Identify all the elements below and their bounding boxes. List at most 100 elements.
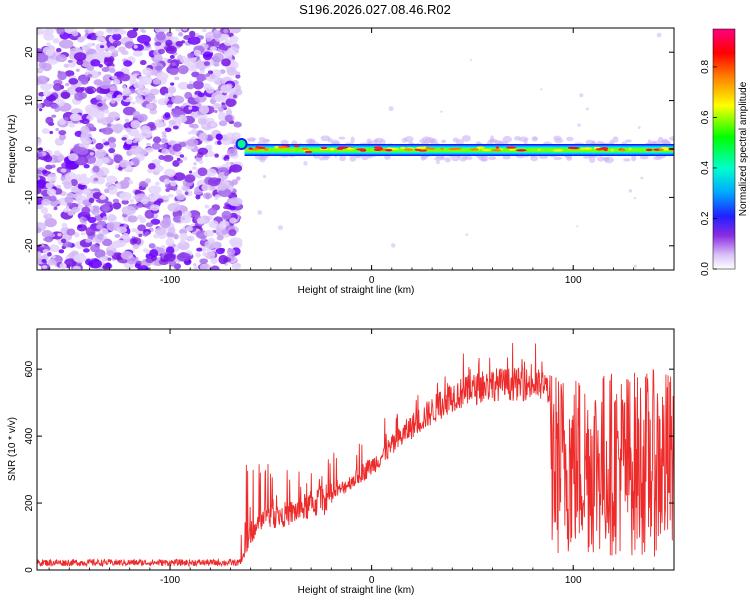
noise-blob <box>60 168 67 173</box>
noise-blob <box>121 50 129 56</box>
noise-blob <box>179 232 188 241</box>
signal-peak <box>582 147 593 150</box>
noise-blob <box>55 185 62 189</box>
noise-blob <box>214 153 219 158</box>
noise-blob <box>633 264 638 268</box>
x-tick-label: -100 <box>160 275 180 286</box>
noise-blob <box>37 186 42 195</box>
noise-blob <box>150 69 158 76</box>
signal-halo <box>339 155 346 162</box>
noise-blob <box>303 161 308 166</box>
noise-blob <box>144 178 152 184</box>
noise-blob <box>113 123 124 133</box>
noise-blob <box>74 92 84 101</box>
noise-blob <box>167 193 174 198</box>
noise-blob <box>53 206 58 211</box>
noise-blob <box>68 77 79 85</box>
noise-blob <box>103 51 112 58</box>
noise-blob <box>231 132 241 139</box>
noise-blob <box>122 106 136 116</box>
noise-blob <box>129 199 135 204</box>
noise-blob <box>221 210 232 220</box>
noise-blob <box>156 198 164 204</box>
noise-blob <box>90 59 101 67</box>
noise-blob <box>262 174 267 179</box>
noise-blob <box>132 28 139 32</box>
noise-blob <box>67 202 73 207</box>
signal-peak <box>660 146 669 150</box>
noise-blob <box>229 164 243 173</box>
noise-blob <box>73 232 80 238</box>
noise-blob <box>164 127 172 133</box>
noise-blob <box>278 225 283 231</box>
noise-blob <box>226 148 238 157</box>
noise-blob <box>57 232 62 237</box>
signal-peak <box>274 146 280 149</box>
noise-blob <box>193 49 202 57</box>
noise-blob <box>37 75 49 85</box>
snr-xlabel: Height of straight line (km) <box>298 585 415 596</box>
noise-blob <box>196 247 203 252</box>
noise-blob <box>213 52 224 62</box>
noise-blob <box>86 87 94 95</box>
noise-blob <box>144 267 149 270</box>
noise-blob <box>82 188 91 195</box>
signal-halo <box>461 135 472 142</box>
noise-blob <box>210 257 218 265</box>
noise-blob <box>152 98 158 104</box>
noise-blob <box>154 119 164 128</box>
colorbar-tick-label: 0.0 <box>700 262 711 276</box>
y-tick-label: 0 <box>24 567 35 573</box>
noise-blob <box>154 227 167 236</box>
noise-blob <box>199 263 211 270</box>
signal-peak <box>602 147 607 151</box>
noise-blob <box>56 28 65 35</box>
noise-blob <box>131 238 138 244</box>
noise-blob <box>80 136 92 144</box>
noise-blob <box>38 61 47 69</box>
noise-blob <box>164 93 170 97</box>
noise-blob <box>201 183 210 192</box>
noise-blob <box>228 229 237 237</box>
noise-blob <box>37 28 44 35</box>
noise-blob <box>171 95 185 104</box>
noise-blob <box>112 201 122 210</box>
y-tick-label: 200 <box>24 494 35 511</box>
noise-blob <box>115 183 121 189</box>
noise-blob <box>220 84 232 94</box>
noise-blob <box>172 125 179 130</box>
noise-blob <box>188 170 193 174</box>
noise-blob <box>46 173 57 182</box>
noise-blob <box>207 177 221 187</box>
noise-blob <box>132 110 141 118</box>
noise-blob <box>63 63 70 68</box>
noise-blob <box>73 52 87 61</box>
noise-blob <box>119 192 127 198</box>
noise-blob <box>37 53 49 63</box>
noise-blob <box>43 213 53 220</box>
noise-blob <box>192 80 204 90</box>
noise-blob <box>213 29 219 34</box>
noise-blob <box>167 202 182 213</box>
signal-peak <box>337 146 349 149</box>
noise-blob <box>229 28 241 34</box>
signal-peak <box>645 148 653 152</box>
noise-blob <box>143 248 149 253</box>
noise-blob <box>94 110 105 120</box>
noise-blob <box>148 169 153 174</box>
signal-peak <box>509 148 516 151</box>
noise-blob <box>206 37 211 42</box>
noise-blob <box>174 76 180 81</box>
noise-blob <box>232 94 237 99</box>
signal-halo <box>553 135 562 141</box>
noise-blob <box>51 255 56 259</box>
noise-blob <box>106 185 118 195</box>
y-tick-label: -10 <box>24 190 35 205</box>
signal-peak <box>301 147 309 151</box>
signal-halo <box>349 154 357 162</box>
noise-blob <box>158 48 165 55</box>
noise-blob <box>214 94 226 103</box>
signal-halo <box>639 155 649 160</box>
noise-blob <box>148 195 158 202</box>
